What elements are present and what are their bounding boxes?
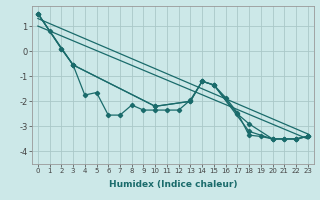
X-axis label: Humidex (Indice chaleur): Humidex (Indice chaleur) <box>108 180 237 189</box>
